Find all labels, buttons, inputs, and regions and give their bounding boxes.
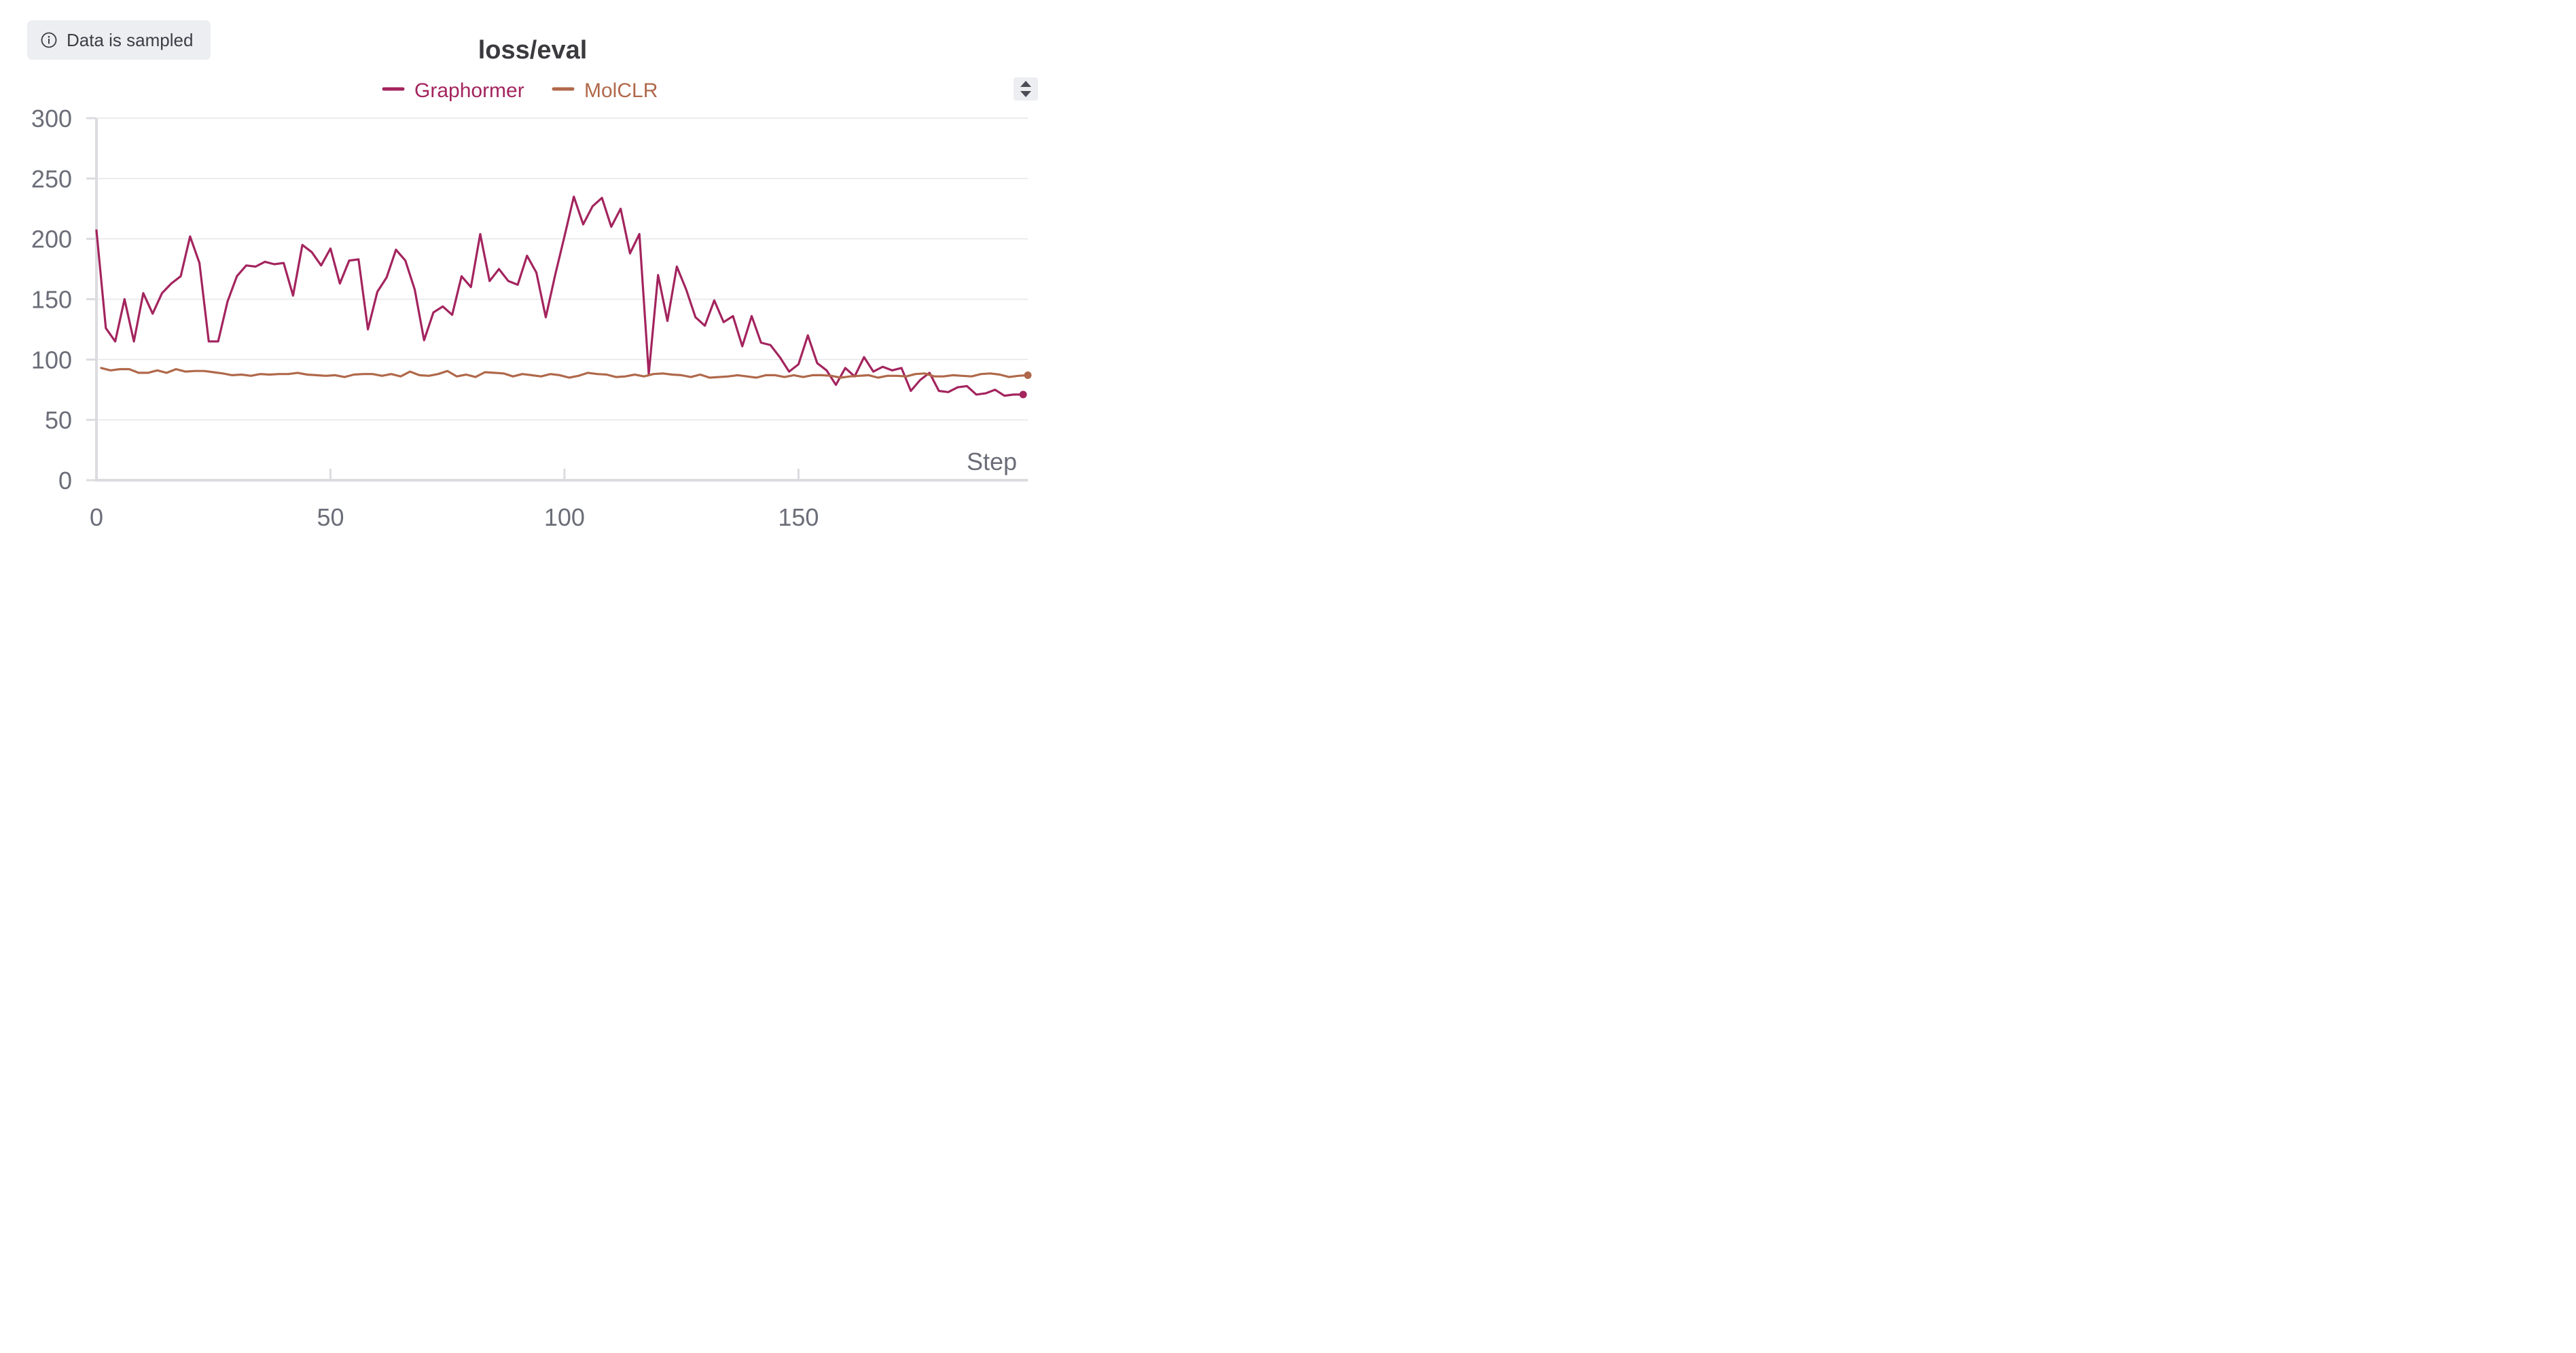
y-tick-label: 300 (31, 105, 72, 132)
y-tick-label: 100 (31, 346, 72, 374)
series-line-molclr[interactable] (100, 367, 1029, 379)
x-axis-label: Step (967, 448, 1017, 475)
series-lines (95, 195, 1032, 399)
data-sampled-label: Data is sampled (67, 29, 194, 50)
series-line-graphormer[interactable] (95, 195, 1024, 397)
info-icon (41, 32, 57, 48)
series-endpoint-graphormer (1019, 391, 1027, 399)
y-tick-label: 50 (45, 406, 72, 434)
legend-label-molclr: MolCLR (584, 79, 658, 102)
sort-arrows-icon (1020, 81, 1031, 97)
data-sampled-badge[interactable]: Data is sampled (27, 20, 211, 60)
sort-toggle-button[interactable] (1014, 77, 1038, 101)
legend-label-graphormer: Graphormer (414, 79, 524, 102)
line-chart: loss/eval Graphormer MolCLR 0 50 100 150 200… (31, 36, 1032, 531)
legend-item-graphormer[interactable]: Graphormer (382, 79, 524, 102)
chart-title: loss/eval (478, 36, 588, 65)
x-tick-label: 150 (778, 503, 819, 531)
y-tick-label: 200 (31, 226, 72, 253)
y-tick-label: 150 (31, 286, 72, 314)
x-tick-label: 0 (90, 503, 103, 531)
legend: Graphormer MolCLR (382, 79, 658, 102)
x-tick-label: 50 (317, 503, 344, 531)
grid-lines (96, 118, 1028, 420)
x-tick-label: 100 (544, 503, 585, 531)
y-tick-label: 250 (31, 165, 72, 193)
axes: 0 50 100 150 200 250 300 0 50 100 150 (31, 105, 1028, 531)
series-endpoint-molclr (1024, 371, 1032, 379)
legend-item-molclr[interactable]: MolCLR (552, 79, 658, 102)
y-tick-label: 0 (58, 467, 72, 494)
